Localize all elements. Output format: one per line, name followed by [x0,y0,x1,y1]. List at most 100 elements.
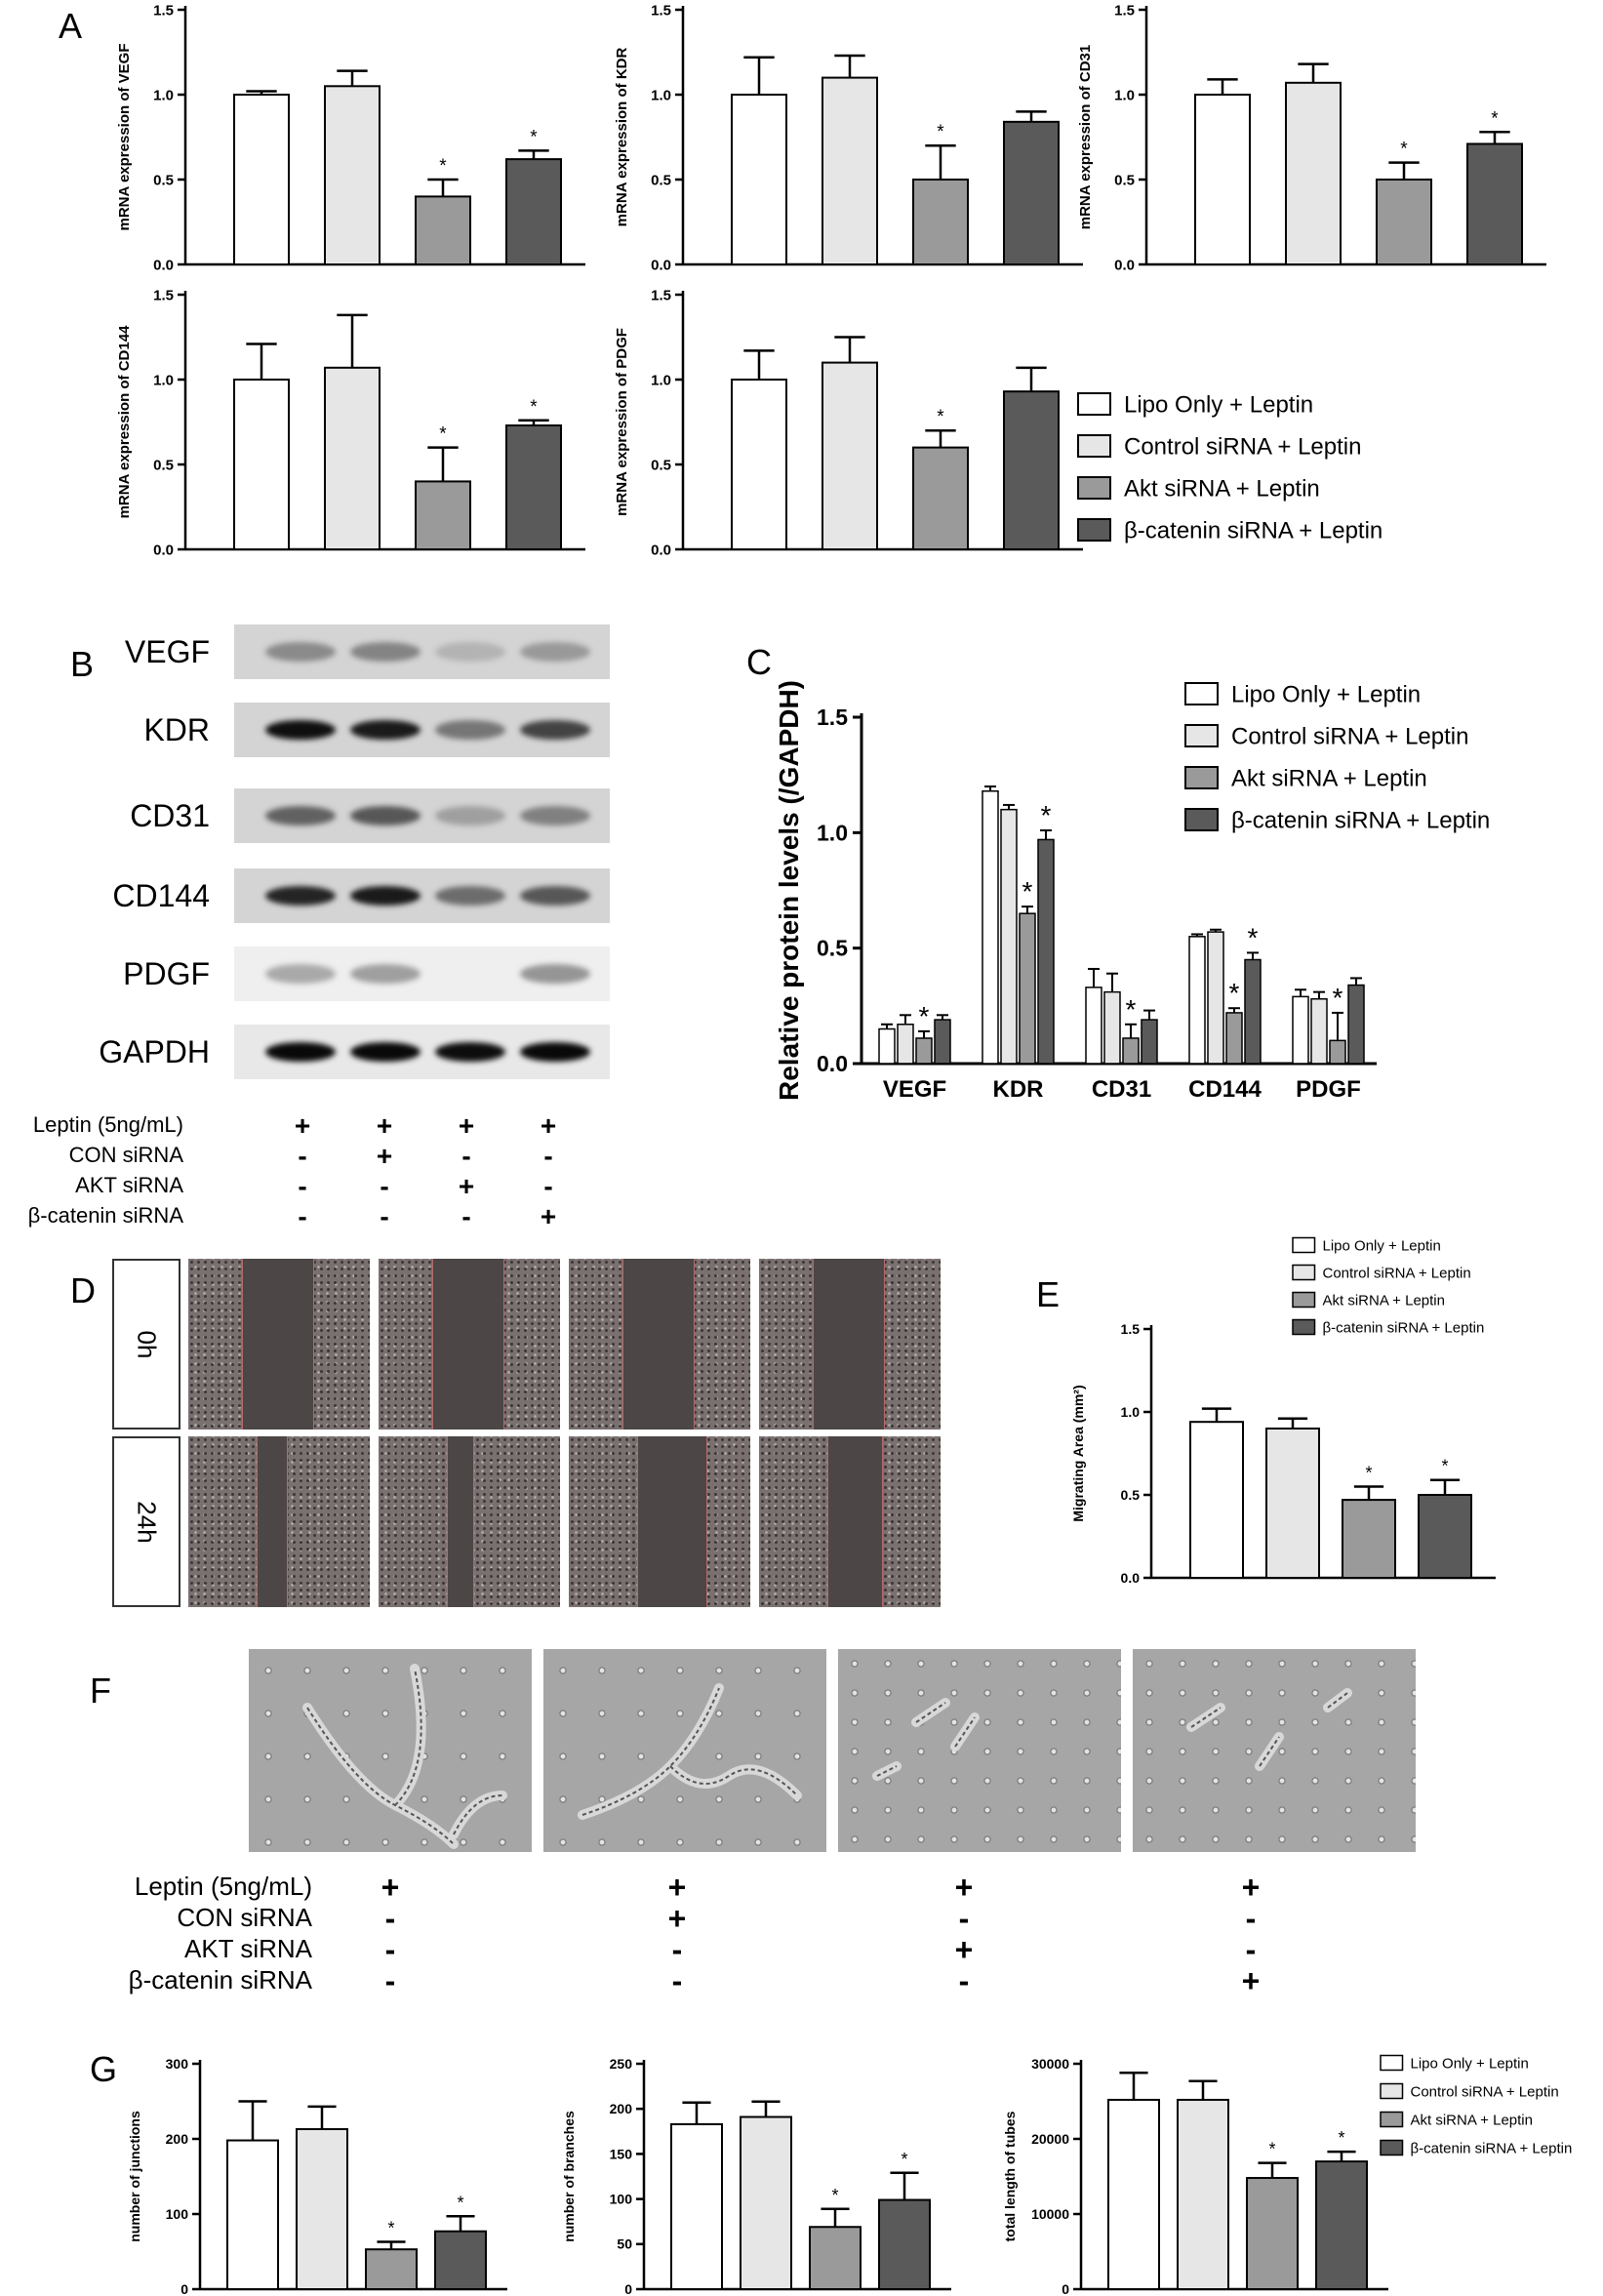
significance-star: * [530,397,538,418]
legend-panel-e: Lipo Only + Leptin Control siRNA + Leptin… [1292,1236,1485,1336]
blot-band [520,964,590,984]
condition-sign: + [540,1201,557,1231]
legend-swatch [1077,434,1111,458]
timepoint-label: 24h [132,1500,162,1544]
blot-strip [234,703,610,757]
bar [740,2115,792,2290]
y-tick-label: 1.0 [153,87,174,103]
significance-star: * [1365,1464,1372,1483]
bar [1000,808,1018,1065]
y-tick-label: 50 [617,2236,632,2252]
bar [731,94,787,265]
y-tick-label: 20000 [1031,2131,1069,2147]
blot-band [350,1042,421,1062]
y-axis-label: mRNA expression of VEGF [116,44,133,231]
x-tick-label: VEGF [883,1076,946,1103]
y-axis-label: mRNA expression of CD144 [116,325,133,518]
chart-cd144-mrna: 0.0 0.5 1.0 1.5 * * mRNA expression of CD144 [116,287,585,558]
bar [915,1037,933,1065]
scratch-image [569,1259,750,1430]
condition-sign: - [380,1171,389,1201]
bar [822,76,878,265]
legend-swatch [1380,2054,1404,2072]
y-tick-label: 250 [610,2056,633,2072]
y-tick-label: 200 [166,2131,189,2147]
legend-label: Control siRNA + Leptin [1124,434,1361,461]
condition-sign: - [380,1201,389,1231]
bar [233,379,290,550]
legend-label: Akt siRNA + Leptin [1231,766,1427,792]
scratch-image [759,1436,941,1607]
legend-label: β-catenin siRNA + Leptin [1323,1319,1485,1336]
y-axis-label: number of branches [561,2111,577,2242]
legend-label: Akt siRNA + Leptin [1124,476,1320,503]
y-tick-label: 300 [166,2056,189,2072]
scratch-gap [257,1436,288,1607]
legend-panel-g: Lipo Only + Leptin Control siRNA + Leptin… [1380,2054,1572,2156]
bar [505,423,562,550]
y-tick-label: 150 [610,2146,633,2161]
tube-formation-images [249,1649,1420,1854]
legend-label: β-catenin siRNA + Leptin [1231,808,1490,834]
condition-label: CON siRNA [68,1143,183,1167]
bar [505,158,562,265]
panel-letter-g: G [90,2049,118,2089]
bar [1207,931,1224,1065]
significance-star: * [831,2186,838,2205]
condition-sign: - [671,1963,683,1998]
y-tick-label: 1.0 [651,87,671,103]
y-tick-label: 0.5 [1121,1487,1141,1503]
y-tick-label: 1.0 [153,372,174,388]
tube-network [302,1664,507,1849]
y-tick-label: 30000 [1031,2056,1069,2072]
chart-vegf-mrna: 0.0 0.5 1.0 1.5 * * mRNA expression of VEGF [116,2,585,273]
y-tick-label: 1.0 [1121,1404,1141,1420]
bar [296,2127,348,2290]
legend-swatch [1077,476,1111,500]
y-tick-label: 1.0 [1114,87,1135,103]
y-tick-label: 1.5 [651,2,671,19]
blot-label-vegf: VEGF [124,634,210,669]
condition-sign: - [543,1171,553,1201]
blot-strip [234,947,610,1001]
y-axis-label: mRNA expression of CD31 [1077,45,1094,230]
scratch-gap [637,1436,707,1607]
blot-strip [234,624,610,679]
bar [1244,958,1262,1065]
y-tick-label: 0.0 [153,542,174,558]
legend-label: Control siRNA + Leptin [1411,2083,1559,2100]
significance-star: * [387,2218,394,2237]
condition-sign: + [376,1141,393,1171]
bar [434,2230,487,2291]
panel-letter-f: F [90,1671,111,1711]
legend-label: Control siRNA + Leptin [1323,1265,1471,1281]
bar [1285,81,1342,265]
bar [1019,912,1036,1065]
legend-label: Lipo Only + Leptin [1323,1237,1441,1254]
y-tick-label: 0.5 [153,457,174,473]
legend-swatch [1292,1264,1316,1281]
y-tick-label: 0.0 [817,1051,848,1076]
condition-sign: + [458,1110,475,1141]
x-tick-label: CD144 [1188,1076,1262,1103]
bar [878,2198,931,2290]
y-tick-label: 0.0 [153,257,174,273]
legend-swatch [1292,1236,1316,1254]
panel-letter-a: A [59,6,83,46]
significance-star: * [1400,140,1408,160]
blot-band [350,964,421,984]
blot-band [265,1042,336,1062]
y-axis-label: total length of tubes [1002,2111,1018,2241]
bar [233,94,290,265]
tube-network [578,1683,802,1820]
legend-swatch [1380,2139,1404,2156]
bar [1225,1012,1243,1065]
timepoint-label-box: 24h [112,1436,180,1607]
blot-label-kdr: KDR [143,712,210,747]
blot-band [265,806,336,826]
legend-swatch [1077,518,1111,542]
panel-letter-b: B [70,644,95,684]
blot-band [350,720,421,740]
condition-table-f: Leptin (5ng/mL) + + + + CON siRNA - + - - AKT siRN… [0,1870,1366,2008]
condition-label: Leptin (5ng/mL) [134,1872,312,1901]
